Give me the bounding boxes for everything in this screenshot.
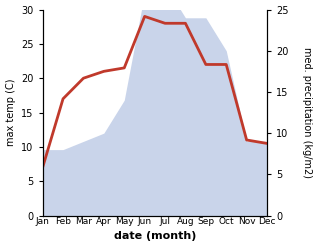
- X-axis label: date (month): date (month): [114, 231, 196, 242]
- Y-axis label: med. precipitation (kg/m2): med. precipitation (kg/m2): [302, 47, 313, 178]
- Y-axis label: max temp (C): max temp (C): [5, 79, 16, 146]
